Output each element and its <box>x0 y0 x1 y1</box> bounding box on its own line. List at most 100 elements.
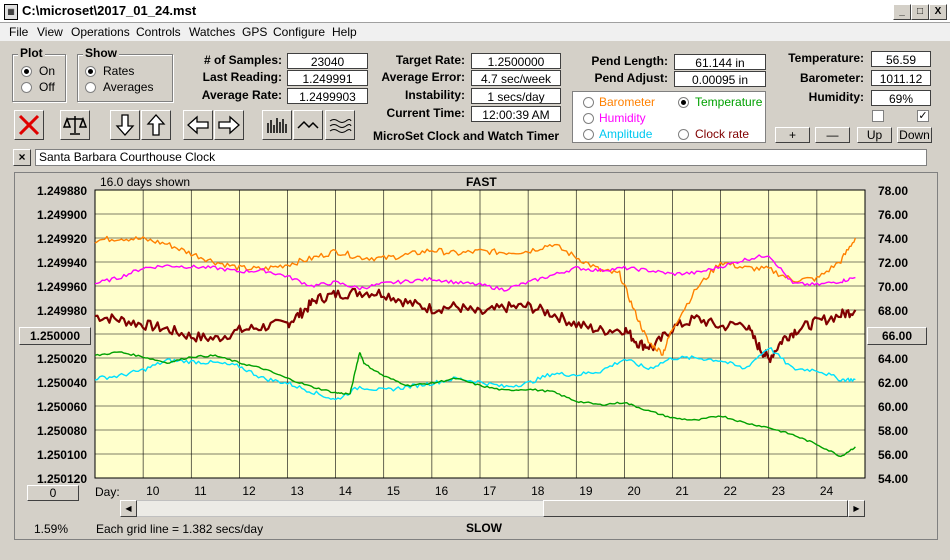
day-label: Day: <box>95 485 120 499</box>
menu-controls[interactable]: Controls <box>136 25 181 39</box>
x-tick-label: 19 <box>579 484 593 498</box>
fast-label: FAST <box>466 175 497 189</box>
arrow-left-icon <box>187 115 209 135</box>
zero-button[interactable]: 0 <box>27 485 79 501</box>
sensor-clock-rate-radio[interactable] <box>678 129 689 140</box>
arrow-up-icon <box>146 114 166 136</box>
line-view-button[interactable] <box>293 110 323 140</box>
arrow-right-button[interactable] <box>214 110 244 140</box>
menu-view[interactable]: View <box>37 25 63 39</box>
y-left-tick-label: 1.249940 <box>37 256 87 270</box>
x-tick-label: 24 <box>820 484 834 498</box>
scroll-left-button[interactable]: ◀ <box>120 500 137 517</box>
sensor-barometer-radio[interactable] <box>583 97 594 108</box>
x-tick-label: 20 <box>627 484 641 498</box>
scroll-right-button[interactable]: ▶ <box>848 500 865 517</box>
y-left-tick-label: 1.249980 <box>37 304 87 318</box>
right-temp-button[interactable]: 66.00 <box>867 327 927 345</box>
scroll-thumb[interactable] <box>543 500 848 517</box>
x-tick-label: 15 <box>387 484 401 498</box>
plot-on-radio[interactable] <box>21 66 32 77</box>
minus-button[interactable]: — <box>815 127 850 143</box>
bars-view-button[interactable] <box>262 110 292 140</box>
last-reading-field: 1.249991 <box>287 70 368 86</box>
current-time-field: 12:00:39 AM <box>471 106 561 122</box>
sensor-temperature-radio[interactable] <box>678 97 689 108</box>
days-shown-label: 16.0 days shown <box>100 175 191 189</box>
x-tick-label: 10 <box>146 484 160 498</box>
y-right-tick-label: 74.00 <box>878 232 908 246</box>
arrow-right-icon <box>218 115 240 135</box>
menu-watches[interactable]: Watches <box>189 25 236 39</box>
clock-close-button[interactable]: × <box>13 149 31 166</box>
arrow-down-icon <box>115 114 135 136</box>
show-rates-radio[interactable] <box>85 66 96 77</box>
red-x-icon <box>18 114 40 136</box>
close-button[interactable]: X <box>929 4 947 20</box>
menu-configure[interactable]: Configure <box>273 25 326 39</box>
instability-label: Instability: <box>404 88 465 102</box>
average-error-field: 4.7 sec/week <box>471 70 561 86</box>
pend-adjust-field: 0.00095 in <box>674 71 766 87</box>
humidity-field: 69% <box>871 90 931 106</box>
plot-off-radio[interactable] <box>21 82 32 93</box>
x-tick-label: 22 <box>724 484 738 498</box>
arrow-left-button[interactable] <box>183 110 213 140</box>
x-tick-label: 16 <box>435 484 449 498</box>
axis-labels: 10 11 12 13 14 15 16 17 18 19 20 21 22 23 24 1.249880 78… <box>37 184 908 498</box>
window-title: C:\microset\2017_01_24.mst <box>22 3 197 18</box>
y-right-tick-label: 60.00 <box>878 400 908 414</box>
down-button[interactable]: Down <box>897 127 932 143</box>
temperature-label: Temperature: <box>788 51 864 65</box>
plot-off-label: Off <box>39 80 55 94</box>
last-reading-label: Last Reading: <box>202 70 282 84</box>
stop-button[interactable] <box>14 110 44 140</box>
y-left-tick-label: 1.249960 <box>37 280 87 294</box>
show-rates-label: Rates <box>103 64 135 78</box>
y-right-tick-label: 70.00 <box>878 280 908 294</box>
temperature-field: 56.59 <box>871 51 931 67</box>
y-right-tick-label: 64.00 <box>878 352 908 366</box>
balance-button[interactable] <box>60 110 90 140</box>
series-line-amplitude <box>94 347 856 401</box>
maximize-button[interactable]: □ <box>911 4 929 20</box>
sensor-amplitude-radio[interactable] <box>583 129 594 140</box>
y-right-tick-label: 76.00 <box>878 208 908 222</box>
show-averages-radio[interactable] <box>85 82 96 93</box>
up-button[interactable]: Up <box>857 127 892 143</box>
current-time-label: Current Time: <box>386 106 465 120</box>
grid-note-label: Each grid line = 1.382 secs/day <box>96 522 264 536</box>
y-left-tick-label: 1.250100 <box>37 448 87 462</box>
x-tick-label: 12 <box>242 484 256 498</box>
arrow-up-button[interactable] <box>141 110 171 140</box>
instability-field: 1 secs/day <box>471 88 561 104</box>
clock-name-field[interactable]: Santa Barbara Courthouse Clock <box>35 149 927 166</box>
menu-file[interactable]: File <box>9 25 29 39</box>
x-tick-label: 14 <box>339 484 353 498</box>
percent-label: 1.59% <box>34 522 69 536</box>
app-icon[interactable]: ▦ <box>4 4 18 20</box>
y-left-tick-label: 1.250020 <box>37 352 87 366</box>
y-right-tick-label: 58.00 <box>878 424 908 438</box>
pend-length-field[interactable]: 61.144 in <box>674 54 766 70</box>
wave-view-button[interactable] <box>325 110 355 140</box>
y-right-tick-label: 54.00 <box>878 472 908 486</box>
target-rate-field[interactable]: 1.2500000 <box>471 53 561 69</box>
right-checkbox[interactable]: ✓ <box>917 110 929 122</box>
show-group <box>77 54 173 102</box>
minimize-button[interactable]: _ <box>893 4 911 20</box>
left-checkbox[interactable] <box>872 110 884 122</box>
plus-button[interactable]: + <box>775 127 810 143</box>
series-layer <box>94 235 857 458</box>
left-rate-button[interactable]: 1.250000 <box>19 327 91 345</box>
sensor-humidity-label: Humidity <box>599 111 646 125</box>
menu-gps[interactable]: GPS <box>242 25 268 39</box>
bar-graph-icon <box>267 118 287 133</box>
menu-help[interactable]: Help <box>332 25 357 39</box>
arrow-down-button[interactable] <box>110 110 140 140</box>
y-left-tick-label: 1.250080 <box>37 424 87 438</box>
sensor-humidity-radio[interactable] <box>583 113 594 124</box>
series-line-barometer <box>94 351 856 458</box>
menu-operations[interactable]: Operations <box>71 25 130 39</box>
